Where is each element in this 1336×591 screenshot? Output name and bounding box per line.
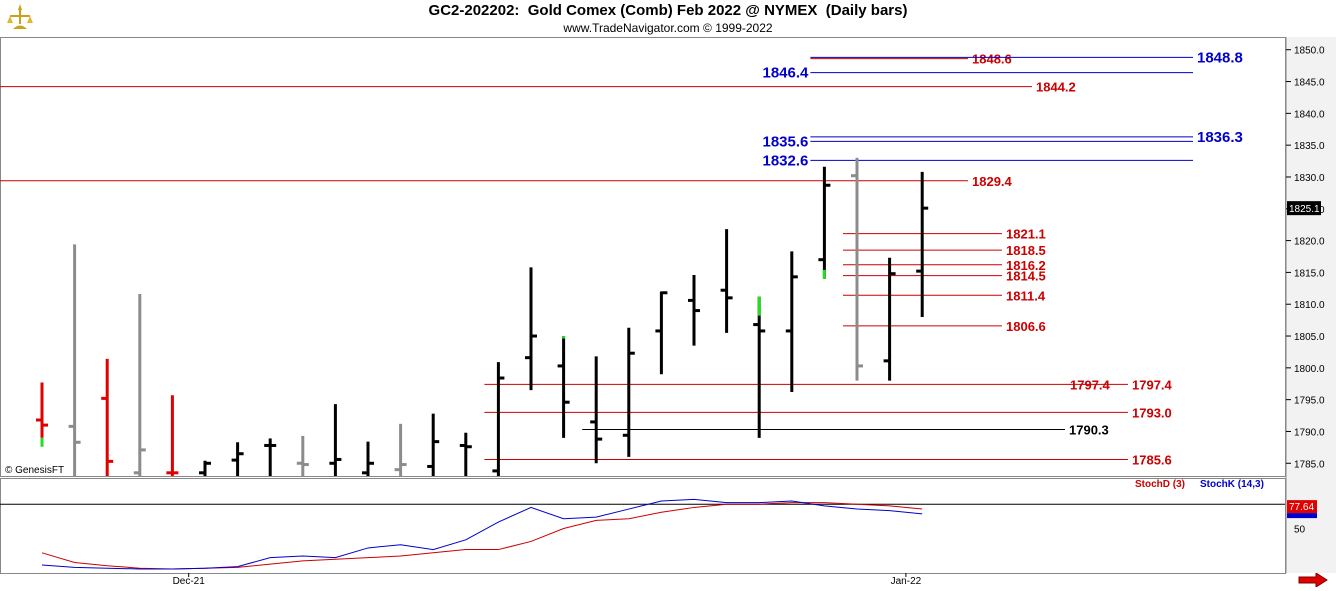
level-label: 1848.8: [1197, 49, 1243, 66]
y-tick-label: 1800.0: [1294, 364, 1325, 375]
stoch-line: [41, 498, 923, 570]
ohlc-bar: [101, 358, 114, 476]
y-tick-label: 1795.0: [1294, 396, 1325, 407]
ohlc-bar: [851, 157, 863, 381]
y-tick-label: 1840.0: [1294, 109, 1325, 120]
chart-title: GC2-202202: Gold Comex (Comb) Feb 2022 @…: [428, 2, 908, 19]
axis-background: [1286, 37, 1336, 573]
y-tick-label: 1785.0: [1294, 459, 1325, 470]
stochastic-panel: StochD (3) StochK (14,3) 77.64 50: [0, 479, 1317, 570]
ohlc-bar: [166, 395, 179, 476]
ohlc-bar: [362, 441, 374, 476]
level-label: 1836.3: [1197, 129, 1243, 146]
level-label: 1835.6: [763, 133, 809, 150]
ohlc-bar: [36, 382, 48, 447]
y-tick-label: 1815.0: [1294, 268, 1325, 279]
level-label: 1806.6: [1006, 319, 1046, 334]
stoch-last-value: 77.64: [1289, 502, 1314, 513]
level-label: 1797.4: [1070, 377, 1111, 392]
ohlc-bar: [459, 432, 472, 476]
y-tick-label: 1830.0: [1294, 173, 1325, 184]
legend-stochk: StochK (14,3): [1200, 479, 1264, 490]
x-tick-label: Dec-21: [173, 576, 206, 587]
level-label: 1814.5: [1006, 269, 1046, 284]
level-label: 1832.6: [763, 152, 809, 169]
ohlc-bar: [720, 229, 733, 333]
ohlc-bar: [525, 267, 537, 391]
y-tick-label: 1810.0: [1294, 300, 1325, 311]
ohlc-bar: [133, 294, 146, 476]
stoch-tick-label: 50: [1294, 525, 1306, 536]
ohlc-bar: [655, 291, 668, 375]
ohlc-bar: [818, 166, 831, 279]
level-label: 1811.4: [1006, 288, 1046, 303]
last-price-label: 1825.1: [1289, 204, 1320, 215]
price-panel: [0, 37, 1286, 477]
price-axis: 1785.0 1790.0 1795.0 1800.0 1805.0 1810.0 1815…: [1286, 46, 1325, 470]
level-label: 1848.6: [972, 52, 1012, 67]
stochastic-panel-frame: [0, 478, 1286, 574]
last-price-box: [1287, 201, 1321, 216]
app-logo-icon: [4, 2, 36, 32]
y-tick-label: 1845.0: [1294, 78, 1325, 89]
y-tick-label: 1835.0: [1294, 141, 1325, 152]
level-label: 1846.4: [763, 65, 810, 82]
legend-stochd: StochD (3): [1135, 479, 1185, 490]
ohlc-bar: [753, 296, 766, 438]
level-label: 1829.4: [972, 174, 1013, 189]
y-tick-label: 1820.0: [1294, 237, 1325, 248]
ohlc-bar: [199, 460, 211, 476]
watermark-text: © GenesisFT: [5, 465, 64, 476]
ohlc-bar: [590, 356, 603, 464]
ohlc-bar: [264, 438, 277, 476]
ohlc-bar: [296, 435, 309, 476]
level-label: 1844.2: [1036, 80, 1076, 95]
price-levels: 1848.6 1848.8 1846.4 1844.2 1836.3 1835.6 1832…: [0, 49, 1243, 467]
level-label: 1818.5: [1006, 243, 1046, 258]
price-bars: [36, 157, 929, 476]
ohlc-bar: [427, 413, 440, 476]
scroll-right-arrow-icon[interactable]: [1298, 573, 1328, 587]
ohlc-bar: [785, 251, 798, 393]
ohlc-bar: [688, 274, 700, 346]
level-label: 1793.0: [1132, 405, 1172, 420]
chart-subtitle: www.TradeNavigator.com © 1999-2022: [563, 21, 773, 35]
ohlc-bar: [916, 171, 929, 317]
chart-frame: [0, 37, 1336, 574]
level-label: 1821.1: [1006, 227, 1046, 242]
ohlc-bar: [329, 404, 342, 476]
level-label: 1785.6: [1132, 452, 1172, 467]
stoch-k-marker: [1287, 513, 1317, 519]
ohlc-bar: [622, 327, 635, 457]
ohlc-bar: [492, 362, 505, 476]
stoch-last-box: [1287, 500, 1317, 514]
level-label: 1790.3: [1069, 423, 1109, 438]
level-label: 1797.4: [1132, 377, 1173, 392]
ohlc-bar: [557, 336, 570, 438]
x-tick-label: Jan-22: [891, 576, 922, 587]
level-label: 1816.2: [1006, 258, 1046, 273]
date-axis: Dec-21 Jan-22: [173, 573, 922, 587]
y-tick-label: 1790.0: [1294, 427, 1325, 438]
ohlc-bar: [231, 442, 244, 476]
y-tick-label: 1850.0: [1294, 46, 1325, 57]
y-tick-label: 1805.0: [1294, 332, 1325, 343]
ohlc-bar: [68, 244, 81, 476]
ohlc-bar: [394, 423, 407, 476]
ohlc-bar: [883, 257, 896, 381]
